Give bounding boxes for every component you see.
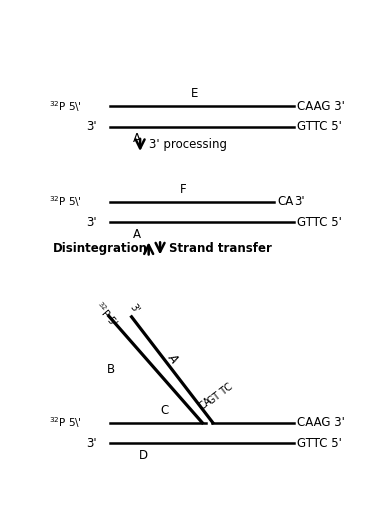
Text: $^{32}$P 5\': $^{32}$P 5\' bbox=[49, 99, 81, 114]
Text: D: D bbox=[138, 449, 148, 462]
Text: C: C bbox=[160, 404, 169, 417]
Text: $^{32}$P 5': $^{32}$P 5' bbox=[92, 299, 120, 329]
Text: Strand transfer: Strand transfer bbox=[169, 242, 272, 255]
Text: 3': 3' bbox=[86, 120, 96, 133]
Text: 3': 3' bbox=[86, 436, 96, 450]
Text: A: A bbox=[133, 227, 141, 241]
Text: GT TC: GT TC bbox=[206, 381, 234, 406]
Text: GTTC 5': GTTC 5' bbox=[297, 120, 342, 133]
Text: A: A bbox=[166, 351, 181, 365]
Text: 3': 3' bbox=[294, 196, 305, 208]
Text: CAAG 3': CAAG 3' bbox=[297, 416, 345, 429]
Text: GTTC 5': GTTC 5' bbox=[297, 436, 342, 450]
Text: $^{32}$P 5\': $^{32}$P 5\' bbox=[49, 195, 81, 209]
Text: A: A bbox=[133, 132, 141, 145]
Text: 3': 3' bbox=[86, 216, 96, 229]
Text: CA: CA bbox=[198, 395, 215, 412]
Text: 3' processing: 3' processing bbox=[149, 139, 227, 151]
Text: GTTC 5': GTTC 5' bbox=[297, 216, 342, 229]
Text: 3': 3' bbox=[127, 303, 141, 316]
Text: CAAG 3': CAAG 3' bbox=[297, 100, 345, 113]
Text: B: B bbox=[107, 363, 116, 376]
Text: Disintegration: Disintegration bbox=[53, 242, 148, 255]
Text: $^{32}$P 5\': $^{32}$P 5\' bbox=[49, 415, 81, 430]
Text: E: E bbox=[191, 87, 198, 100]
Text: CA: CA bbox=[277, 196, 293, 208]
Text: F: F bbox=[180, 183, 186, 196]
